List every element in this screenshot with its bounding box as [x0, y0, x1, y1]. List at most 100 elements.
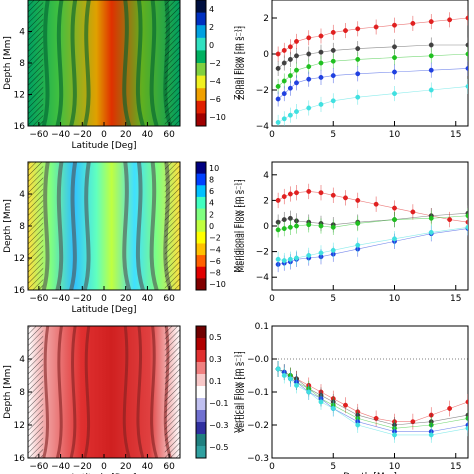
colorbar-tick-label: −4: [209, 245, 221, 254]
scatter-panel-5: 0 5 10 15 Depth [Mm] 0.1 −0.0 −0.1 −0.2 −0.3 Verti…: [237, 322, 469, 474]
colorbar-segment: [196, 173, 206, 186]
contour-line: [83, 326, 91, 458]
data-point: [428, 42, 434, 48]
data-point: [392, 217, 397, 223]
data-point: [428, 215, 434, 221]
x-tick-label: 15: [450, 294, 461, 304]
y-tick-label: 4: [19, 28, 25, 38]
x-tick-label: −40: [51, 462, 70, 472]
colorbar-segment: [196, 231, 206, 244]
x-tick-label: 0: [101, 130, 107, 140]
data-point: [275, 256, 281, 262]
heatmap-background: [28, 162, 180, 290]
data-point: [392, 432, 397, 438]
y-tick-label: 8: [19, 388, 25, 398]
data-point: [410, 209, 416, 215]
y-tick-label: 4: [263, 171, 269, 181]
data-point: [294, 80, 299, 86]
x-tick-label: 0: [269, 462, 275, 472]
y-tick-label: −2: [256, 248, 269, 258]
data-point: [373, 201, 379, 207]
x-tick-label: −40: [51, 294, 70, 304]
data-point: [410, 20, 416, 26]
data-point: [287, 191, 293, 197]
data-point: [392, 236, 397, 242]
series-group: [275, 183, 468, 273]
colorbar-segment: [196, 88, 206, 102]
data-point: [330, 192, 336, 198]
data-point: [343, 28, 348, 34]
data-point: [287, 73, 293, 79]
colorbar-frame: [195, 161, 207, 291]
x-tick-label: 60: [163, 130, 175, 140]
y-tick-label: −0.3: [247, 454, 269, 464]
y-tick-label: 4: [19, 190, 25, 200]
data-point: [318, 60, 324, 66]
x-axis-label: Latitude [Deg]: [71, 141, 136, 151]
x-tick-label: 20: [120, 294, 132, 304]
colorbar-segment: [196, 255, 206, 268]
colorbar-tick-label: −0.3: [209, 421, 228, 430]
x-tick-label: 10: [389, 130, 401, 140]
data-point: [281, 78, 287, 84]
x-tick-label: −20: [73, 462, 92, 472]
data-point: [465, 425, 468, 431]
y-tick-label: −4: [256, 122, 270, 132]
x-tick-label: 15: [450, 462, 461, 472]
contour-line: [82, 162, 91, 290]
data-point: [287, 85, 293, 91]
data-point: [275, 119, 281, 125]
data-point: [318, 74, 324, 80]
data-point: [330, 47, 336, 53]
x-tick-label: 0: [269, 294, 275, 304]
data-point: [306, 222, 312, 228]
colorbar-tick-label: −2: [209, 234, 221, 243]
contour-line: [69, 326, 77, 458]
plot-frame: [271, 161, 469, 291]
colorbar-segment: [196, 75, 206, 89]
data-point: [465, 65, 468, 71]
data-point: [428, 229, 434, 235]
data-point: [294, 38, 299, 44]
colorbar-segment: [196, 0, 206, 14]
y-tick-label: −4: [256, 273, 270, 283]
heatmap-background: [28, 326, 180, 458]
x-tick-label: 60: [163, 462, 175, 472]
contour-line: [149, 0, 159, 126]
contour-line: [135, 0, 145, 126]
colorbar-segment: [196, 12, 206, 26]
data-point: [330, 73, 336, 79]
data-point: [275, 83, 281, 89]
data-point: [330, 406, 336, 411]
x-tick-label: 20: [120, 130, 132, 140]
x-tick-label: −20: [73, 130, 92, 140]
data-point: [330, 58, 336, 64]
contour-line: [122, 0, 132, 126]
colorbar-tick-label: 10: [209, 164, 219, 173]
y-tick-label: 2: [263, 14, 269, 24]
data-point: [275, 366, 281, 372]
data-point: [428, 67, 434, 73]
colorbar-tick-label: −8: [209, 269, 221, 278]
colorbar-segment: [196, 100, 206, 114]
data-point: [465, 224, 468, 230]
data-point: [355, 26, 361, 32]
y-tick-label: 12: [14, 91, 25, 101]
colorbar-segment: [196, 338, 206, 351]
series-group: [275, 10, 468, 126]
data-point: [428, 432, 434, 438]
heatmap-field: [28, 162, 180, 290]
contour-line: [41, 0, 50, 126]
x-tick-label: 5: [330, 294, 336, 304]
y-tick-label: 8: [19, 59, 25, 69]
colorbar-segment: [196, 398, 206, 411]
data-point: [465, 399, 468, 405]
data-point: [330, 224, 336, 230]
y-tick-label: 4: [19, 355, 25, 365]
colorbar-segment: [196, 362, 206, 375]
y-axis-label: Zonal Flow [m s⁻¹]: [237, 26, 246, 100]
colorbar-segment: [196, 220, 206, 233]
y-tick-label: 0: [263, 50, 269, 60]
